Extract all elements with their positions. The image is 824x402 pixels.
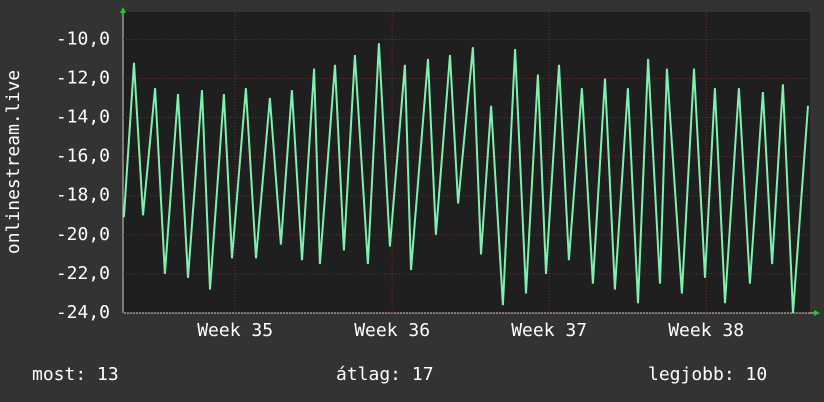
y-tick-label: -18,0: [56, 185, 110, 206]
stat-label: átlag: 17: [336, 364, 434, 385]
y-tick-label: -10,0: [56, 28, 110, 49]
y-tick-label: -22,0: [56, 263, 110, 284]
x-tick-label: Week 38: [668, 320, 744, 341]
stat-label: legjobb: 10: [648, 364, 767, 385]
stat-label: most: 13: [32, 364, 119, 385]
y-arrow: [120, 7, 126, 13]
data-line: [122, 43, 809, 314]
y-tick-label: -14,0: [56, 107, 110, 128]
y-tick-label: -24,0: [56, 302, 110, 323]
x-tick-label: Week 35: [197, 320, 273, 341]
x-tick-label: Week 36: [354, 320, 430, 341]
y-tick-label: -20,0: [56, 224, 110, 245]
y-tick-label: -16,0: [56, 146, 110, 167]
y-axis-title: onlinestream.live: [3, 70, 24, 254]
y-tick-label: -12,0: [56, 67, 110, 88]
x-arrow: [814, 310, 820, 316]
x-tick-label: Week 37: [511, 320, 587, 341]
plot-area: [123, 12, 810, 313]
